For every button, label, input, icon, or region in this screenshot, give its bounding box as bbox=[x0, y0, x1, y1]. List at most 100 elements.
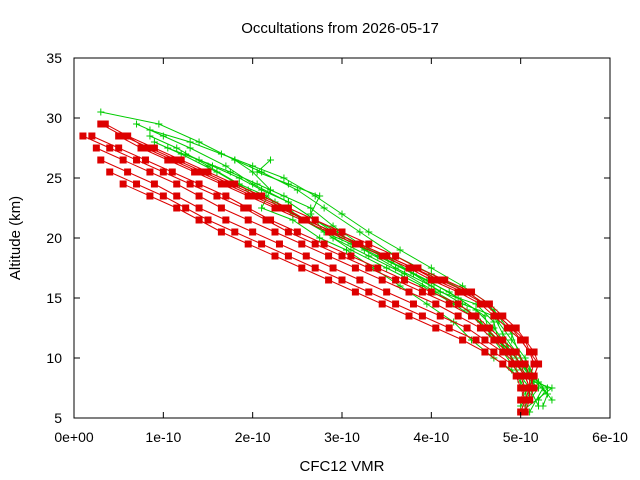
data-point bbox=[173, 180, 181, 188]
y-axis-label: Altitude (km) bbox=[7, 196, 24, 280]
data-point bbox=[365, 252, 373, 260]
x-tick-label: 2e-10 bbox=[235, 429, 271, 445]
data-point bbox=[302, 252, 310, 260]
data-point bbox=[195, 180, 203, 188]
data-point bbox=[472, 312, 480, 320]
series-red-15 bbox=[106, 168, 529, 404]
data-point bbox=[284, 204, 292, 212]
data-point bbox=[271, 252, 279, 260]
data-point bbox=[244, 216, 252, 224]
data-point bbox=[499, 330, 507, 338]
data-point bbox=[325, 228, 333, 236]
data-point bbox=[124, 132, 132, 140]
data-point bbox=[508, 360, 516, 368]
data-point bbox=[284, 198, 292, 206]
data-point bbox=[526, 384, 534, 392]
data-point bbox=[173, 156, 181, 164]
data-point bbox=[418, 288, 426, 296]
data-point bbox=[409, 264, 417, 272]
y-tick-label: 20 bbox=[46, 230, 62, 246]
data-point bbox=[503, 324, 511, 332]
data-point bbox=[186, 144, 194, 152]
data-point bbox=[325, 276, 333, 284]
data-point bbox=[244, 240, 252, 248]
series-red-18 bbox=[124, 132, 538, 368]
data-point bbox=[249, 228, 257, 236]
data-point bbox=[271, 204, 279, 212]
data-point bbox=[168, 168, 176, 176]
data-point bbox=[173, 192, 181, 200]
data-point bbox=[374, 264, 382, 272]
y-tick-label: 30 bbox=[46, 110, 62, 126]
data-point bbox=[222, 180, 230, 188]
data-point bbox=[499, 336, 507, 344]
data-point bbox=[231, 156, 239, 164]
data-point bbox=[177, 156, 185, 164]
data-point bbox=[463, 288, 471, 296]
data-point bbox=[512, 372, 520, 380]
data-point bbox=[405, 264, 413, 272]
data-point bbox=[222, 162, 230, 170]
data-point bbox=[258, 186, 266, 194]
data-point bbox=[320, 204, 328, 212]
data-point bbox=[302, 216, 310, 224]
series-red-9 bbox=[79, 132, 534, 416]
x-axis: 0e+00 1e-10 2e-10 3e-10 4e-10 5e-10 6e-10 bbox=[54, 58, 628, 445]
x-tick-label: 3e-10 bbox=[324, 429, 360, 445]
data-point bbox=[97, 108, 105, 116]
data-point bbox=[168, 156, 176, 164]
data-point bbox=[351, 264, 359, 272]
data-point bbox=[213, 192, 221, 200]
data-point bbox=[463, 324, 471, 332]
data-point bbox=[329, 264, 337, 272]
data-point bbox=[200, 168, 208, 176]
data-point bbox=[383, 288, 391, 296]
data-point bbox=[258, 240, 266, 248]
y-axis: 5 10 15 20 25 30 35 bbox=[46, 50, 610, 426]
data-point bbox=[476, 324, 484, 332]
data-point bbox=[329, 228, 337, 236]
data-point bbox=[526, 348, 534, 356]
data-point bbox=[338, 252, 346, 260]
y-tick-label: 5 bbox=[54, 410, 62, 426]
data-point bbox=[213, 168, 221, 176]
data-point bbox=[535, 360, 543, 368]
data-point bbox=[106, 144, 114, 152]
data-point bbox=[365, 240, 373, 248]
series-line bbox=[118, 135, 535, 388]
data-point bbox=[182, 150, 190, 158]
data-point bbox=[182, 204, 190, 212]
data-point bbox=[240, 204, 248, 212]
data-point bbox=[521, 396, 529, 404]
data-point bbox=[316, 192, 324, 200]
data-point bbox=[468, 312, 476, 320]
data-point bbox=[494, 312, 502, 320]
data-point bbox=[526, 372, 534, 380]
data-point bbox=[490, 312, 498, 320]
data-point bbox=[92, 144, 100, 152]
data-point bbox=[88, 132, 96, 140]
data-point bbox=[106, 168, 114, 176]
data-point bbox=[383, 264, 391, 272]
data-point bbox=[526, 396, 534, 404]
data-point bbox=[548, 384, 556, 392]
data-point bbox=[508, 324, 516, 332]
data-point bbox=[378, 300, 386, 308]
series-line bbox=[105, 123, 540, 400]
data-point bbox=[119, 180, 127, 188]
data-point bbox=[258, 192, 266, 200]
data-point bbox=[351, 240, 359, 248]
data-point bbox=[535, 402, 543, 410]
data-point bbox=[217, 228, 225, 236]
data-point bbox=[204, 216, 212, 224]
data-point bbox=[298, 264, 306, 272]
data-point bbox=[191, 168, 199, 176]
series-line bbox=[127, 135, 535, 365]
data-point bbox=[231, 228, 239, 236]
x-tick-label: 4e-10 bbox=[413, 429, 449, 445]
data-point bbox=[249, 192, 257, 200]
data-point bbox=[521, 408, 529, 416]
data-point bbox=[195, 216, 203, 224]
data-point bbox=[226, 180, 234, 188]
series-line bbox=[100, 111, 549, 401]
